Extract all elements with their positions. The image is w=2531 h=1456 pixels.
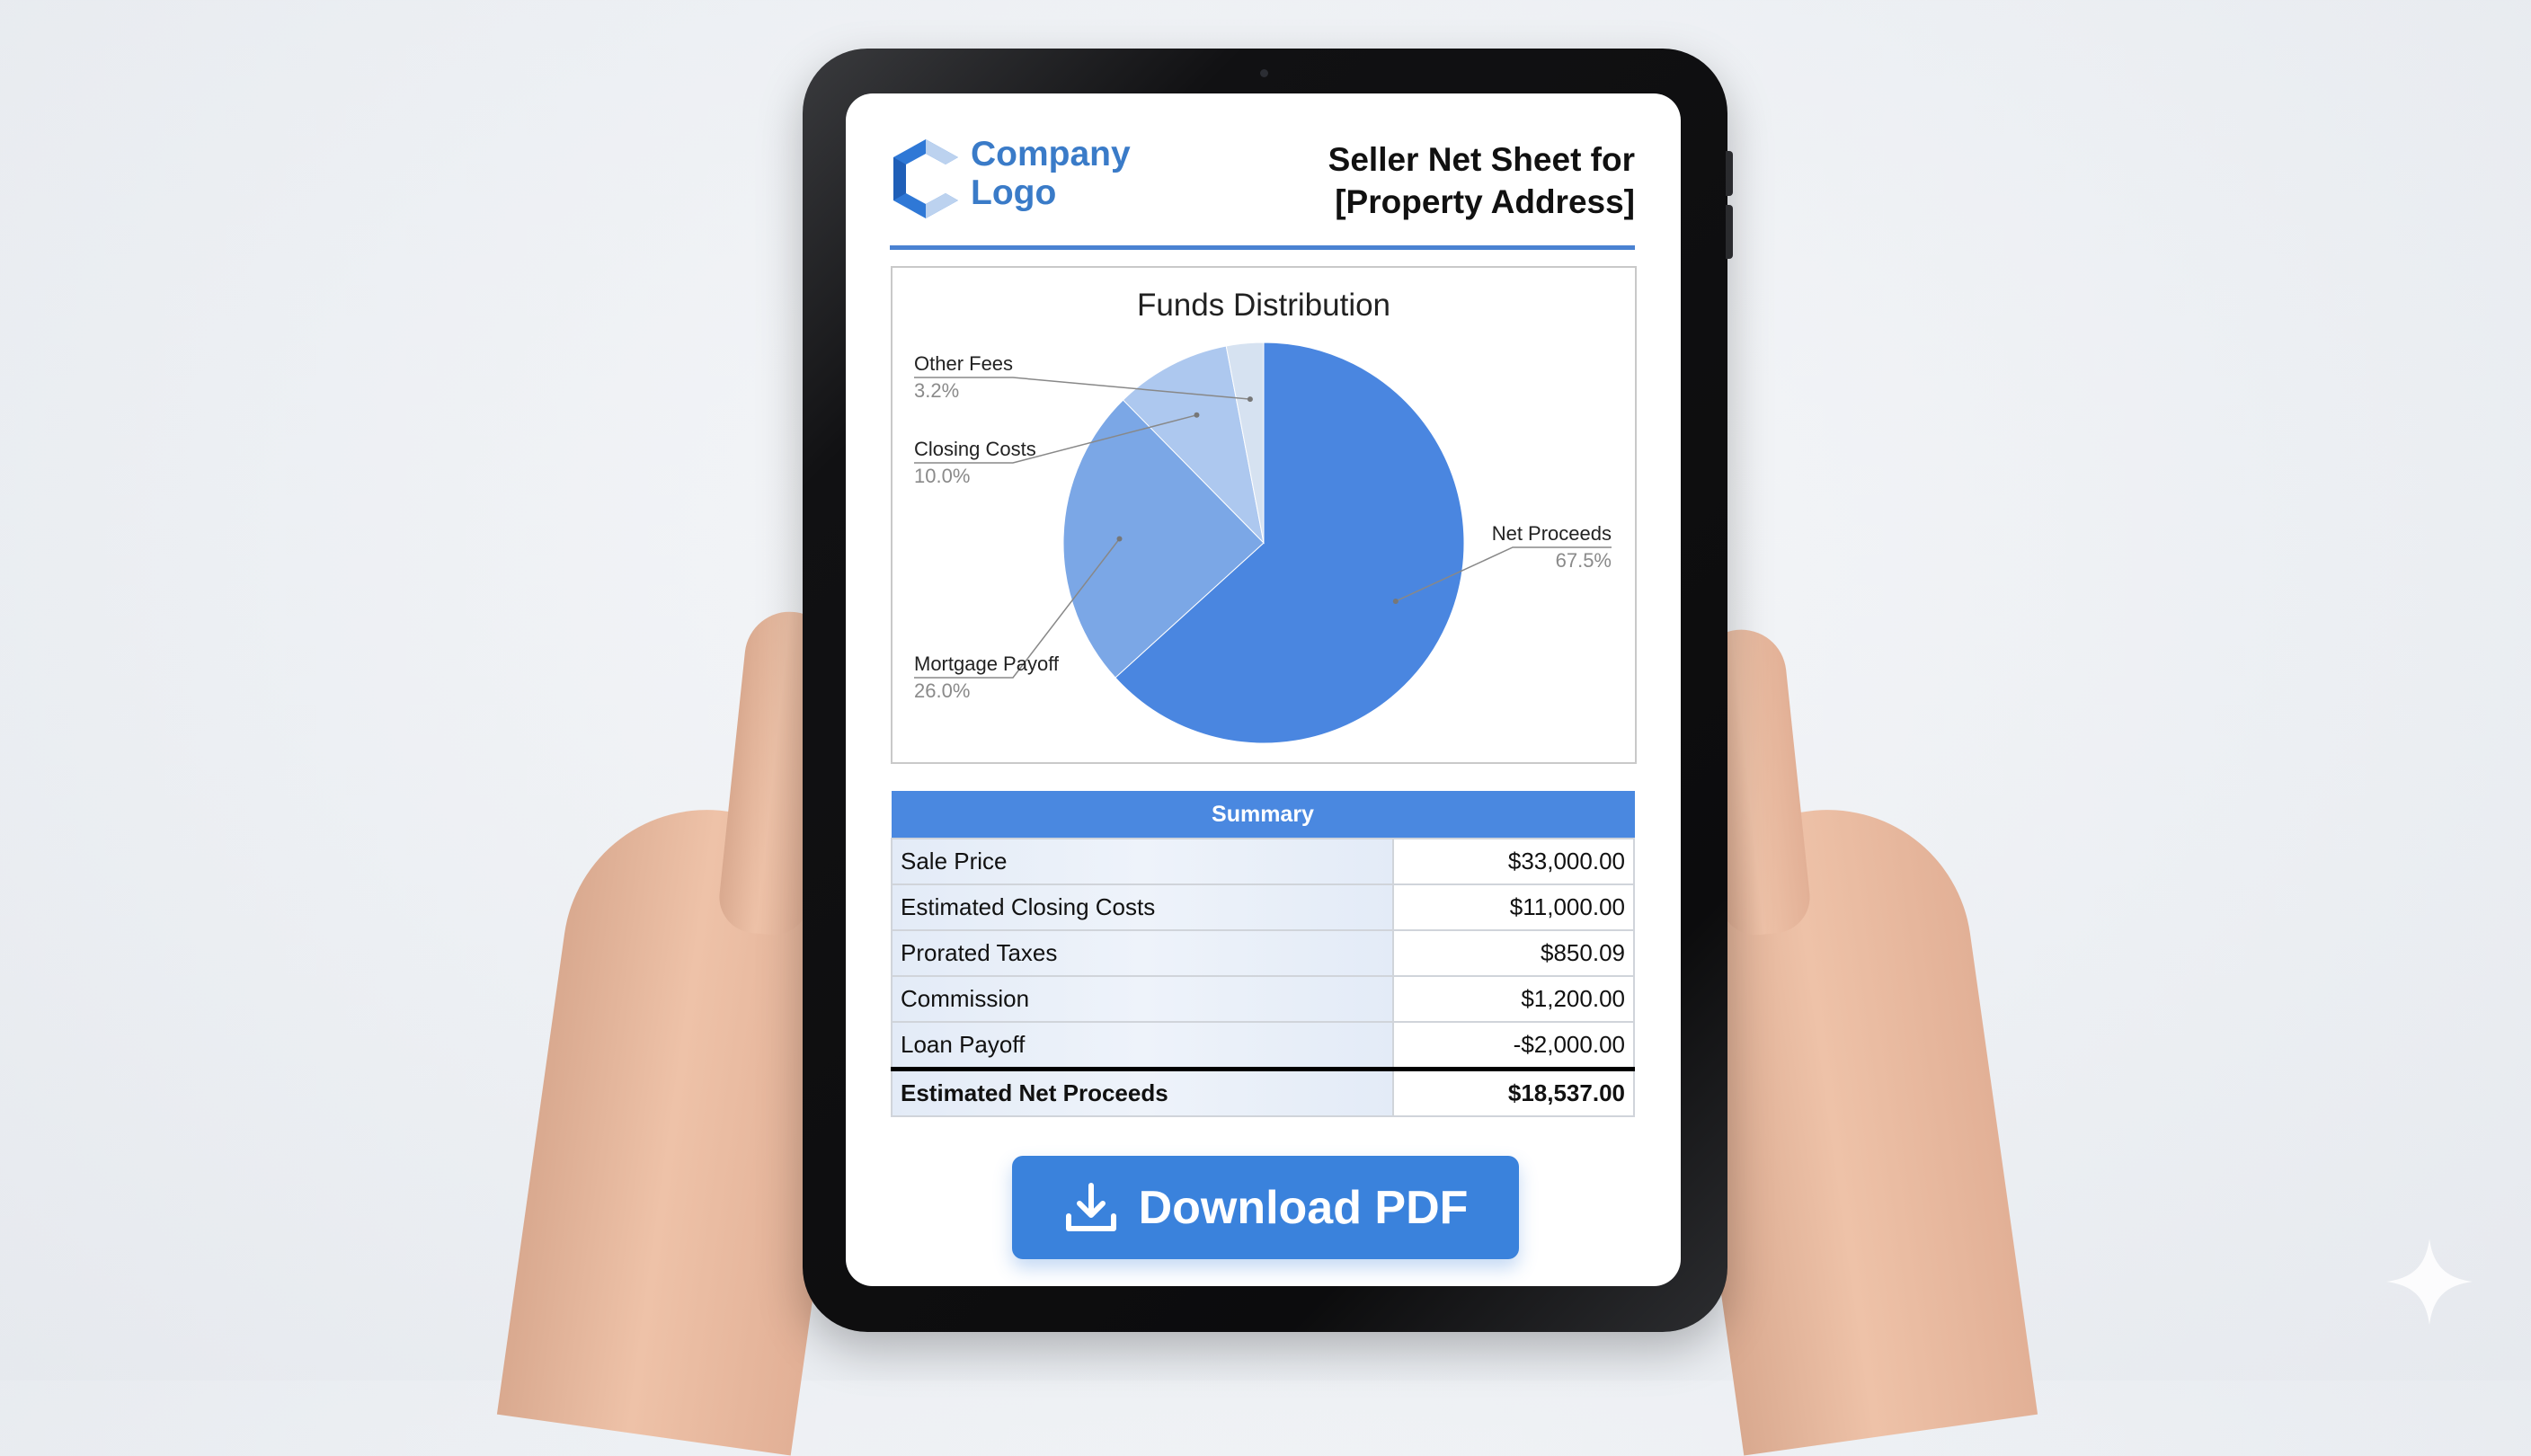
slice-label: Mortgage Payoff: [914, 653, 1060, 675]
summary-header: Summary: [891, 791, 1635, 839]
total-value: $18,537.00: [1392, 1067, 1635, 1117]
leader-line: [914, 414, 1197, 464]
download-pdf-button[interactable]: Download PDF: [1012, 1156, 1519, 1259]
summary-table: Summary Sale Price $33,000.00 Estimated Cl…: [891, 791, 1635, 1117]
slice-percent: 10.0%: [914, 465, 971, 487]
title-line-1: Seller Net Sheet for: [1328, 141, 1635, 178]
slice-percent: 3.2%: [914, 379, 960, 402]
total-label: Estimated Net Proceeds: [891, 1067, 1394, 1117]
leader-dot: [1247, 396, 1253, 403]
leader-dot: [1116, 536, 1123, 542]
row-value: $11,000.00: [1392, 883, 1635, 931]
total-row: Estimated Net Proceeds $18,537.00: [891, 1067, 1635, 1117]
leader-dot: [1392, 598, 1399, 604]
row-value: -$2,000.00: [1392, 1021, 1635, 1070]
pie-chart-panel: Funds Distribution Net Proceeds 67.5% Mort…: [891, 266, 1637, 764]
pie-slice-net-proceeds: [1115, 342, 1465, 744]
slice-label: Other Fees: [914, 352, 1014, 375]
leader-line: [914, 377, 1250, 400]
chart-title: Funds Distribution: [1136, 288, 1391, 323]
table-row: Estimated Closing Costs $11,000.00: [891, 883, 1635, 931]
table-row: Commission $1,200.00: [891, 975, 1635, 1023]
row-value: $850.09: [1392, 929, 1635, 977]
company-logo-text: Company Logo: [971, 135, 1131, 212]
slice-label: Closing Costs: [914, 438, 1036, 460]
download-icon: [1065, 1182, 1116, 1231]
download-pdf-label: Download PDF: [1138, 1181, 1469, 1234]
table-row: Prorated Taxes $850.09: [891, 929, 1635, 977]
pie-slice-mortgage-payoff: [1062, 399, 1265, 679]
row-label: Loan Payoff: [891, 1021, 1394, 1070]
slice-percent: 26.0%: [914, 679, 971, 702]
title-line-2: [Property Address]: [1335, 183, 1635, 220]
volume-down-button: [1726, 205, 1733, 259]
row-label: Sale Price: [891, 838, 1394, 885]
pie-slice-closing-costs: [1122, 345, 1265, 545]
row-value: $1,200.00: [1392, 975, 1635, 1023]
page-title: Seller Net Sheet for [Property Address]: [1328, 138, 1635, 223]
leader-line: [914, 538, 1121, 679]
row-label: Commission: [891, 975, 1394, 1023]
camera-icon: [1260, 69, 1268, 77]
company-logo-icon: [893, 139, 958, 218]
table-row: Loan Payoff -$2,000.00: [891, 1021, 1635, 1070]
row-label: Prorated Taxes: [891, 929, 1394, 977]
sparkle-watermark-icon: [2386, 1238, 2473, 1325]
slice-label: Net Proceeds: [1491, 522, 1612, 545]
logo-line-2: Logo: [971, 173, 1057, 212]
table-row: Sale Price $33,000.00: [891, 838, 1635, 885]
volume-up-button: [1726, 151, 1733, 196]
slice-percent: 67.5%: [1555, 549, 1612, 572]
row-value: $33,000.00: [1392, 838, 1635, 885]
tablet-screen: Company Logo Seller Net Sheet for [Prope…: [846, 93, 1681, 1286]
leader-line: [1395, 546, 1612, 602]
row-label: Estimated Closing Costs: [891, 883, 1394, 931]
pie-slice-other-fees: [1225, 342, 1265, 544]
pie-chart: [914, 342, 1612, 744]
logo-line-1: Company: [971, 135, 1131, 173]
leader-dot: [1194, 412, 1200, 418]
header-divider: [890, 245, 1635, 250]
